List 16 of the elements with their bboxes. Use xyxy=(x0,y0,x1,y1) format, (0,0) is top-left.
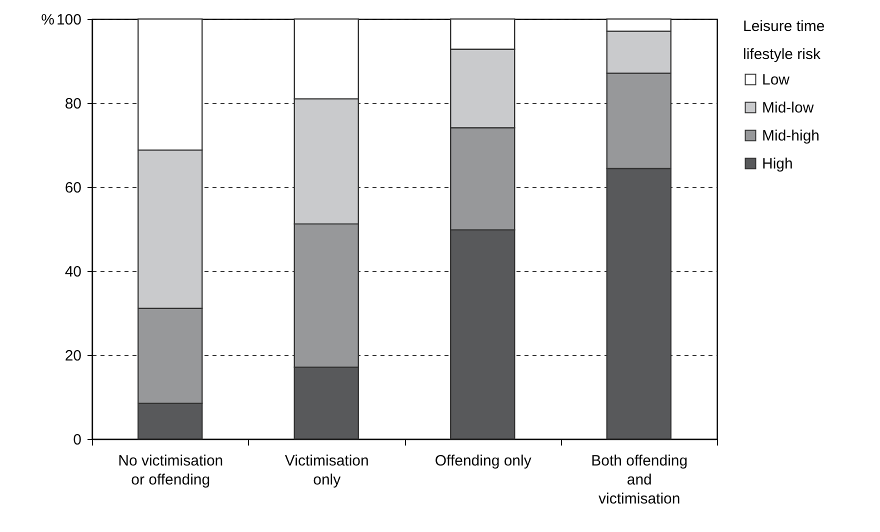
y-tick-label: 0 xyxy=(73,432,82,448)
y-tick-label: 40 xyxy=(64,264,82,280)
legend-label: Low xyxy=(762,72,790,88)
legend-label: Mid-high xyxy=(762,128,820,144)
y-tick-label: 100 xyxy=(56,12,82,28)
legend-title: Leisure time lifestyle risk xyxy=(743,18,825,63)
x-tick-label: Both offending and victimisation xyxy=(591,452,688,508)
x-tick-label: Offending only xyxy=(434,452,532,470)
y-tick-label: 80 xyxy=(64,96,82,112)
legend-label: High xyxy=(762,156,793,172)
y-tick-label: 20 xyxy=(64,348,82,364)
y-axis-title: % xyxy=(41,12,54,28)
x-tick-label: Victimisation only xyxy=(284,452,369,488)
x-tick-label: No victimisation or offending xyxy=(118,452,224,488)
y-tick-label: 60 xyxy=(64,180,82,196)
legend-label: Mid-low xyxy=(762,100,814,116)
